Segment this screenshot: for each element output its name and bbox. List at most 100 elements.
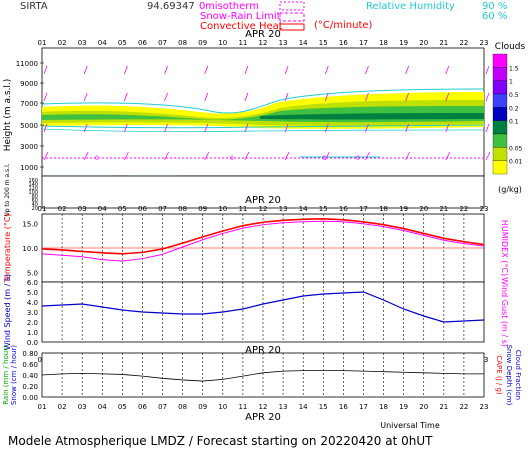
rain-panel: [41, 352, 485, 398]
hour-label: 04: [98, 39, 107, 47]
hour-label: 23: [480, 39, 489, 47]
hour-label: 23: [480, 403, 489, 411]
hour-label: 01: [38, 205, 47, 213]
y-tick-label: 0.80: [22, 350, 38, 358]
hour-label: 01: [38, 39, 47, 47]
hour-label: 13: [279, 403, 288, 411]
station-value: 94.69347: [147, 1, 195, 12]
cloud-ylabel: Height (m a.s.l.): [3, 79, 13, 152]
rh-legend: Relative Humidity: [366, 1, 455, 12]
rh-60: 60 %: [482, 11, 507, 22]
hour-label: 17: [359, 205, 368, 213]
low-ytick-label: 80: [32, 194, 38, 200]
hour-label: 14: [299, 39, 308, 47]
wind-barb: [365, 151, 370, 161]
isotherm-tag: 0: [230, 155, 234, 162]
series-line-wind-speed: [41, 291, 485, 323]
hour-label: 16: [339, 39, 348, 47]
hour-label: 05: [118, 39, 127, 47]
hour-label: 04: [98, 205, 107, 213]
wind-barb: [324, 92, 329, 102]
wind-barb: [485, 123, 490, 133]
hour-label: 06: [138, 205, 147, 213]
isotherm-tag: 0: [322, 155, 326, 162]
temperature-y-ticks: 15.0 10.0 5.0: [22, 221, 38, 278]
hour-label: 21: [439, 39, 448, 47]
wind-barb: [284, 92, 289, 102]
hour-labels-bottom: 01 02 03 04 05 06 07 08 09 10 11 12 13 14 15 16 17 18 19 20…: [38, 403, 489, 411]
hour-label: 15: [319, 205, 328, 213]
hour-label: 07: [158, 39, 167, 47]
wind-ylabel: Wind Speed (m / s): [3, 274, 12, 350]
hour-label: 11: [238, 39, 247, 47]
low-ytick-label: 120: [28, 186, 38, 192]
wind-barb: [324, 123, 329, 133]
wind-barb: [445, 92, 450, 102]
wind-barb: [485, 92, 490, 102]
wind-barb: [405, 123, 410, 133]
cloud-legend-swatch: [492, 147, 508, 161]
hour-label: 18: [379, 39, 388, 47]
wind-barb: [445, 123, 450, 133]
wind-barb: [83, 65, 88, 75]
hour-label: 02: [58, 403, 67, 411]
wind-barb: [445, 151, 451, 161]
cloud-legend-label: 0.1: [509, 119, 519, 126]
cloud-legend-swatch: [492, 133, 508, 148]
isotherm-value: 0: [199, 1, 205, 12]
rain-y-ticks: 0.80 0.60 0.40 0.20 0.00: [22, 350, 38, 402]
date-top: APR 20: [245, 29, 281, 40]
hour-label: 03: [78, 39, 87, 47]
cloud-panel: 0 0 0 0: [41, 47, 491, 208]
hour-label: 05: [118, 205, 127, 213]
wind-panel: [41, 281, 485, 343]
wind-barb: [123, 65, 128, 75]
y-tick-label: 0.60: [22, 361, 38, 369]
hour-label: 08: [178, 39, 187, 47]
hour-label: 19: [399, 403, 408, 411]
low-level-panel: [41, 175, 485, 209]
hour-label: 19: [399, 205, 408, 213]
hour-label: 18: [379, 205, 388, 213]
cloud-legend-label: 1: [509, 79, 513, 86]
cape-ylabel: CAPE (J / g): [495, 355, 503, 395]
rh-90: 90 %: [482, 1, 507, 12]
wind-barb: [284, 65, 289, 75]
hour-label: 12: [259, 205, 268, 213]
hour-label: 22: [459, 205, 468, 213]
wind-barb: [284, 123, 289, 133]
hour-label: 16: [339, 403, 348, 411]
wind-barb: [164, 151, 169, 161]
hour-label: 13: [279, 205, 288, 213]
hour-labels-top: 01 02 03 04 05 06 07 08 09 10 11 12 13 14 15 16 17 18 19 20…: [38, 39, 489, 47]
convective-unit: (°C/minute): [314, 20, 373, 31]
series-line-rain: [41, 370, 484, 382]
cloud-ytick-label: 11000: [16, 60, 38, 68]
wind-y-ticks: 6.0 5.0 4.0 3.0 2.0 1.0 0.0: [27, 279, 38, 347]
wind-barb: [284, 151, 290, 161]
low-ytick-label: 20: [32, 206, 38, 212]
hour-label: 11: [238, 403, 247, 411]
hour-label: 06: [138, 39, 147, 47]
x-axis-label: Universal Time: [380, 421, 440, 430]
wind-barb: [124, 151, 129, 161]
hour-label: 21: [439, 403, 448, 411]
hour-label: 03: [78, 205, 87, 213]
wind-barb: [365, 92, 369, 102]
series-line-temperature: [41, 218, 485, 255]
cloud-legend-label: 0.5: [509, 92, 519, 99]
hour-label: 02: [58, 205, 67, 213]
hour-labels-mid: 01 02 03 04 05 06 07 08 09 10 11 12 13 14 15 16 17 18 19 20…: [38, 205, 489, 213]
hour-label: 15: [319, 403, 328, 411]
legend-swatches: [279, 1, 305, 31]
cloud-ytick-label: 1000: [20, 164, 38, 172]
wind-barb: [43, 151, 49, 161]
cloud-legend-unit: (g/kg): [498, 185, 522, 194]
hour-label: 10: [218, 39, 227, 47]
date-mid: APR 20: [245, 195, 281, 206]
hour-label: 17: [359, 403, 368, 411]
hour-label: 10: [218, 403, 227, 411]
hour-label: 12: [259, 403, 268, 411]
wind-barb: [204, 92, 209, 102]
y-tick-label: 0.40: [22, 372, 38, 380]
